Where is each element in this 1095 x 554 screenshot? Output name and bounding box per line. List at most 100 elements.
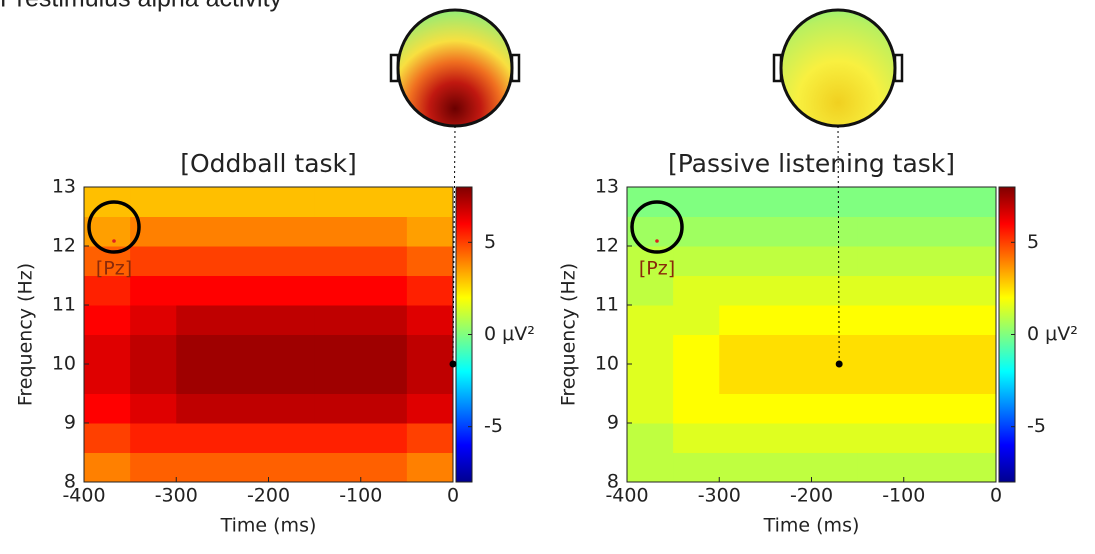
y-tick-label: 12 <box>595 235 619 257</box>
x-tick-label: -100 <box>339 485 382 507</box>
heatmap-cell <box>222 246 269 276</box>
heatmap-cell <box>627 393 674 424</box>
x-tick-label: 0 <box>990 485 1002 507</box>
heatmap-cell <box>673 393 720 424</box>
heatmap-cell <box>719 305 766 335</box>
heatmap-cell <box>673 334 720 365</box>
heatmap-cell <box>268 305 316 335</box>
heatmap-cell <box>765 246 812 276</box>
y-tick-label: 10 <box>52 353 76 375</box>
heatmap-cell <box>406 452 454 483</box>
heatmap-cell <box>130 423 177 453</box>
heatmap-cell <box>765 334 812 365</box>
heatmap-cell <box>719 364 766 394</box>
heatmap-cell <box>360 334 408 365</box>
heatmap-cell <box>627 452 674 483</box>
heatmap-cell <box>360 452 408 483</box>
heatmap-cell <box>268 393 316 424</box>
heatmap-cell <box>719 275 766 306</box>
heatmap-cell <box>268 452 316 483</box>
heatmap-cell <box>627 305 674 335</box>
heatmap-cell <box>627 275 674 306</box>
x-tick-label: -300 <box>698 485 741 507</box>
heatmap-cell <box>857 334 905 365</box>
heatmap-cell <box>176 275 223 306</box>
heatmap-cell <box>903 423 951 453</box>
heatmap-cell <box>719 187 766 217</box>
heatmap-cell <box>811 216 859 247</box>
heatmap-cell <box>857 364 905 394</box>
time-marker <box>449 360 457 368</box>
x-tick-label: -400 <box>605 485 648 507</box>
heatmap-cell <box>84 423 131 453</box>
heatmap-cell <box>811 334 859 365</box>
heatmap-cell <box>130 305 177 335</box>
heatmap-cell <box>857 305 905 335</box>
heatmap-cell <box>268 216 316 247</box>
heatmap-cell <box>176 393 223 424</box>
heatmap-cell <box>811 305 859 335</box>
electrode-head <box>87 200 141 254</box>
heatmap-cell <box>268 187 316 217</box>
heatmap-cell <box>719 246 766 276</box>
heatmap-cell <box>268 275 316 306</box>
heatmap-cell <box>406 423 454 453</box>
heatmap-cell <box>673 452 720 483</box>
heatmap-cell <box>673 305 720 335</box>
heatmap-cell <box>406 305 454 335</box>
heatmap-cell <box>176 423 223 453</box>
heatmap-cell <box>673 187 720 217</box>
colorbar-tick-label: 5 <box>1027 231 1039 253</box>
heatmap-cell <box>84 305 131 335</box>
heatmap-cell <box>903 334 951 365</box>
x-tick-label: -300 <box>155 485 198 507</box>
heatmap-cell <box>176 452 223 483</box>
x-axis-label: Time (ms) <box>220 515 317 537</box>
heatmap-cell <box>949 305 997 335</box>
heatmap-cell <box>903 246 951 276</box>
heatmap-cell <box>84 334 131 365</box>
heatmap-cell <box>84 393 131 424</box>
heatmap-cell <box>314 305 362 335</box>
heatmap-cell <box>949 364 997 394</box>
heatmap-cell <box>176 364 223 394</box>
electrode-dot <box>655 239 659 243</box>
heatmap-cell <box>811 393 859 424</box>
heatmap-cell <box>857 246 905 276</box>
heatmap-cell <box>360 187 408 217</box>
y-tick-label: 8 <box>64 471 76 493</box>
electrode-label: [Pz] <box>96 258 132 280</box>
y-tick-label: 9 <box>607 412 619 434</box>
y-tick-label: 13 <box>595 176 619 198</box>
heatmap-cell <box>314 275 362 306</box>
heatmap-cell <box>765 364 812 394</box>
heatmap-cell <box>314 452 362 483</box>
heatmap-cell <box>673 246 720 276</box>
heatmap-cell <box>949 334 997 365</box>
heatmap-cell <box>130 364 177 394</box>
heatmap-cell <box>406 216 454 247</box>
heatmap-cell <box>406 246 454 276</box>
y-tick-label: 12 <box>52 235 76 257</box>
heatmap-cell <box>811 246 859 276</box>
heatmap-cell <box>360 216 408 247</box>
x-tick-label: -200 <box>247 485 290 507</box>
chart-title: [Oddball task] <box>180 149 357 178</box>
heatmap-cell <box>811 187 859 217</box>
heatmap-cell <box>627 364 674 394</box>
heatmap-cell <box>903 364 951 394</box>
heatmap-cell <box>268 246 316 276</box>
heatmap-cell <box>719 393 766 424</box>
heatmap-cell <box>627 334 674 365</box>
heatmap-cell <box>222 393 269 424</box>
heatmap-cell <box>314 364 362 394</box>
colorbar-tick-label: -5 <box>1027 415 1046 437</box>
electrode-label: [Pz] <box>639 258 675 280</box>
heatmap-cell <box>176 216 223 247</box>
heatmap-cell <box>949 187 997 217</box>
heatmap-cell <box>406 364 454 394</box>
heatmap-cell <box>130 275 177 306</box>
heatmap-cell <box>406 275 454 306</box>
heatmap-cell <box>719 452 766 483</box>
heatmap-cell <box>360 423 408 453</box>
